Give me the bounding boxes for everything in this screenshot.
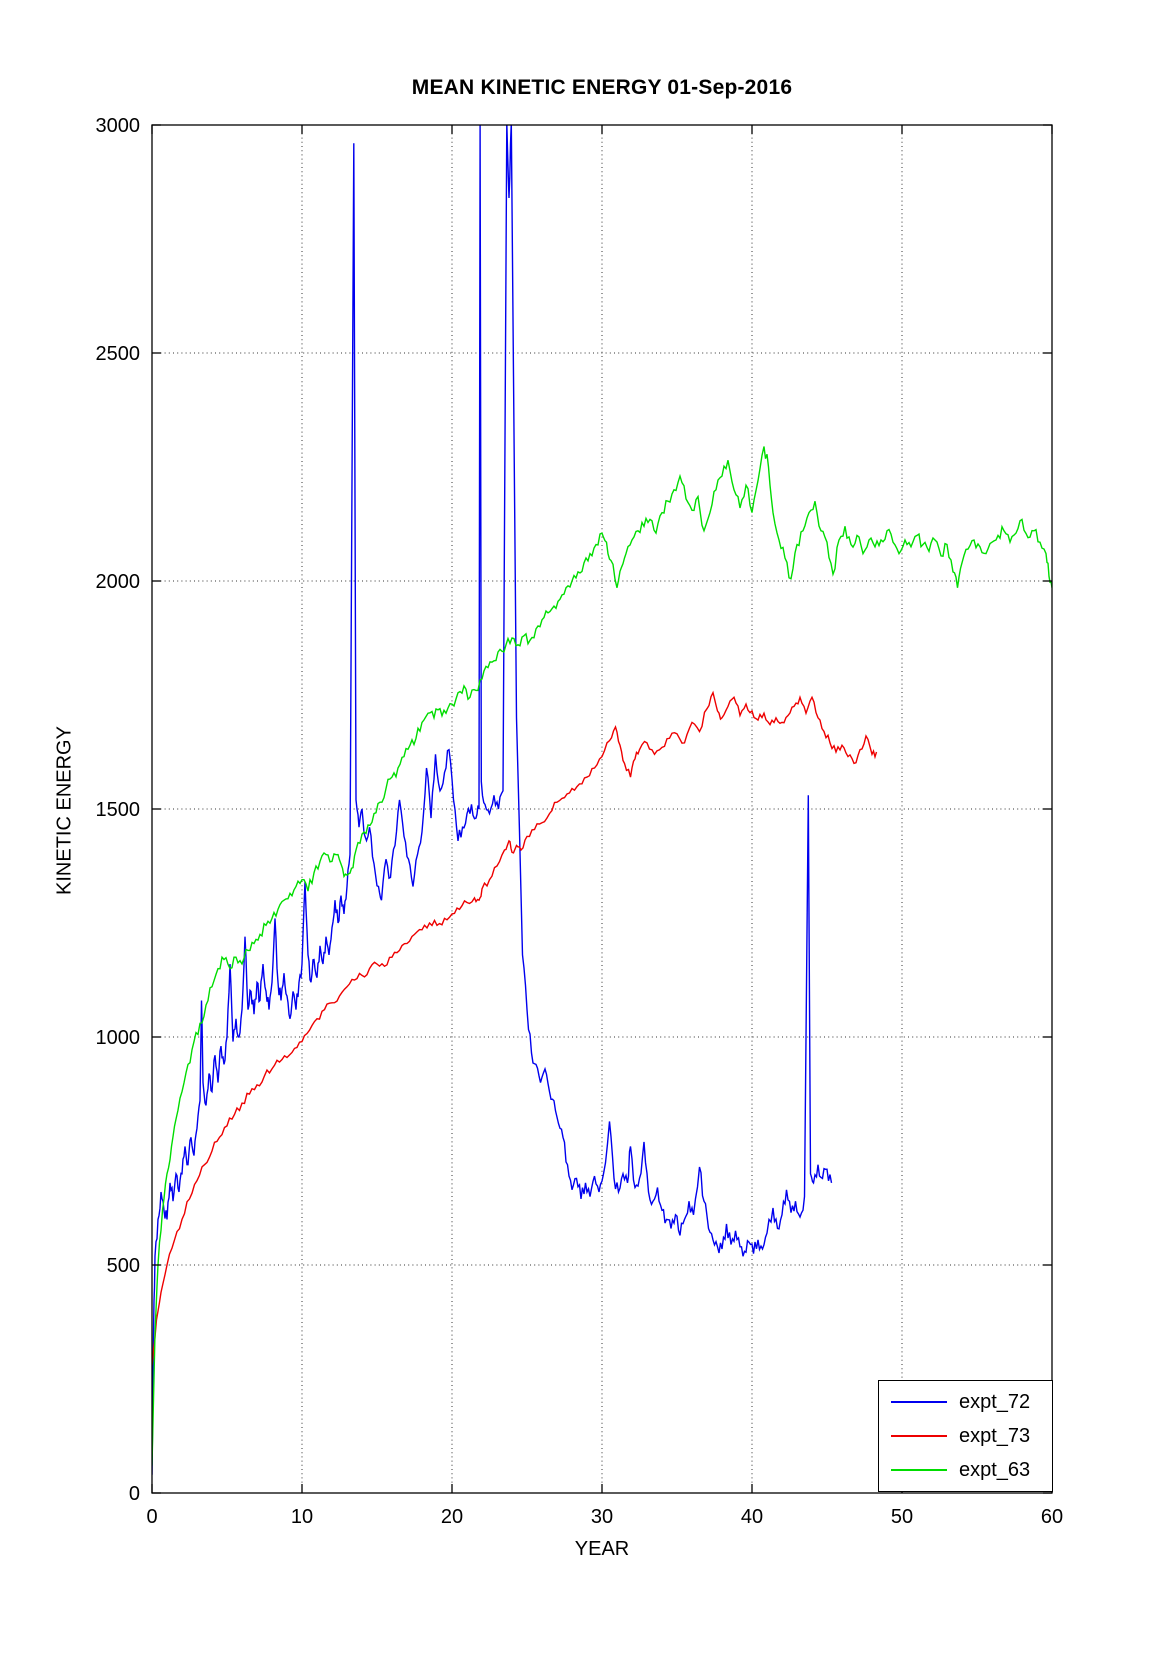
y-tick-label: 2000 xyxy=(96,571,141,593)
y-tick-label: 3000 xyxy=(96,115,141,137)
x-axis-label: YEAR xyxy=(574,1538,630,1560)
y-tick-label: 1000 xyxy=(96,1027,141,1049)
legend-line-sample xyxy=(891,1401,947,1403)
y-axis-label: KINETIC ENERGY xyxy=(53,726,76,895)
y-tick-label: 1500 xyxy=(96,799,141,821)
x-tick-label: 10 xyxy=(291,1506,313,1528)
legend-line-sample xyxy=(891,1469,947,1471)
legend-entry-label: expt_72 xyxy=(959,1390,1031,1413)
tick-labels: 0 10 20 30 40 50 60 0 500 1000 1500 2000 2500 3000 xyxy=(96,115,1064,1528)
gridlines xyxy=(152,125,1052,1493)
x-tick-label: 0 xyxy=(146,1506,157,1528)
legend-line-sample xyxy=(891,1435,947,1437)
legend-entry-label: expt_63 xyxy=(959,1458,1031,1481)
x-tick-label: 50 xyxy=(891,1506,913,1528)
series-line-expt_73 xyxy=(152,690,878,1366)
plot-title: MEAN KINETIC ENERGY 01-Sep-2016 xyxy=(411,76,793,99)
x-tick-label: 20 xyxy=(441,1506,463,1528)
axes-frame xyxy=(151,124,1053,1494)
data-series xyxy=(152,125,1052,1475)
legend-entry: expt_72 xyxy=(891,1391,1044,1414)
y-tick-label: 500 xyxy=(107,1255,140,1277)
legend: expt_72 expt_73 expt_63 xyxy=(878,1380,1053,1492)
legend-entry: expt_73 xyxy=(891,1425,1044,1448)
series-line-expt_72 xyxy=(152,125,833,1475)
y-tick-label: 0 xyxy=(129,1483,140,1505)
legend-entry-label: expt_73 xyxy=(959,1424,1031,1447)
x-tick-label: 40 xyxy=(741,1506,763,1528)
x-tick-label: 30 xyxy=(591,1506,613,1528)
x-tick-label: 60 xyxy=(1041,1506,1063,1528)
y-tick-label: 2500 xyxy=(96,343,141,365)
series-line-expt_63 xyxy=(152,446,1052,1466)
legend-entry: expt_63 xyxy=(891,1459,1044,1482)
